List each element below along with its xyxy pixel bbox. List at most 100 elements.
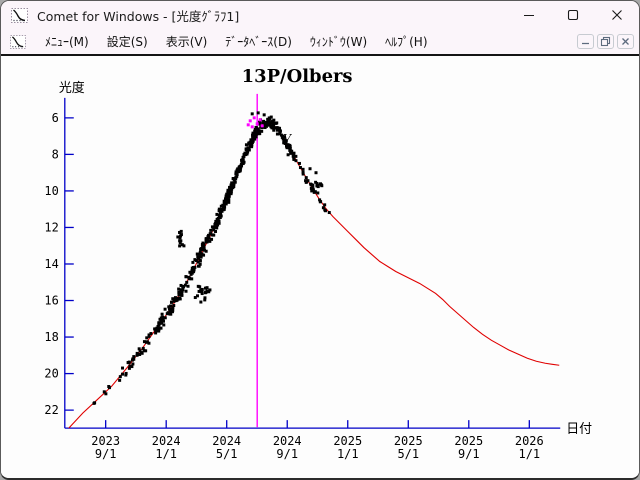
- data-point: [241, 158, 244, 161]
- data-point: [285, 145, 288, 148]
- data-point: [121, 373, 124, 376]
- child-minimize-button[interactable]: [577, 34, 594, 49]
- data-point: [238, 166, 241, 169]
- data-point: [288, 148, 291, 151]
- x-tick-date: 1/1: [155, 447, 177, 461]
- menu-database[interactable]: ﾃﾞｰﾀﾍﾞｰｽ(D): [216, 30, 301, 53]
- data-point: [180, 293, 183, 296]
- data-point: [228, 186, 231, 189]
- maximize-button[interactable]: [551, 1, 595, 29]
- data-point: [192, 266, 195, 269]
- data-point: [178, 244, 181, 247]
- data-point: [208, 240, 211, 243]
- data-point: [216, 224, 219, 227]
- data-point: [257, 111, 260, 114]
- menu-menu[interactable]: ﾒﾆｭｰ(M): [36, 30, 98, 53]
- light-curve-chart: 13P/Olbers 光度 日付 681012141618202220239/1…: [1, 56, 639, 478]
- data-point: [227, 201, 230, 204]
- data-point: [287, 153, 290, 156]
- child-restore-icon: [600, 36, 611, 47]
- y-tick-label: 16: [44, 294, 58, 308]
- y-tick-label: 14: [44, 257, 58, 271]
- data-point: [139, 349, 142, 352]
- data-point: [127, 361, 130, 364]
- data-point: [251, 134, 254, 137]
- data-point: [299, 166, 302, 169]
- data-point: [324, 209, 327, 212]
- x-tick-date: 1/1: [519, 447, 541, 461]
- data-point: [204, 291, 207, 294]
- data-point: [160, 327, 163, 330]
- document-lightcurve-icon[interactable]: [10, 35, 26, 49]
- child-close-button[interactable]: [617, 34, 634, 49]
- x-axis-label: 日付: [566, 422, 592, 437]
- data-point: [215, 226, 218, 229]
- minimize-button[interactable]: [507, 1, 551, 29]
- data-point: [316, 182, 319, 185]
- menu-window[interactable]: ｳｨﾝﾄﾞｳ(W): [301, 30, 376, 53]
- x-tick-date: 1/1: [337, 447, 359, 461]
- data-point: [199, 301, 202, 304]
- data-point: [168, 312, 171, 315]
- x-tick-year: 2025: [454, 434, 483, 448]
- v-annotation: V: [283, 132, 292, 145]
- data-point: [174, 296, 177, 299]
- data-point: [311, 184, 314, 187]
- data-point: [162, 320, 165, 323]
- data-point: [178, 239, 181, 242]
- data-point: [262, 121, 265, 124]
- data-point: [232, 185, 235, 188]
- data-point: [193, 258, 196, 261]
- x-tick-year: 2024: [152, 434, 181, 448]
- data-point: [294, 159, 297, 162]
- menu-help[interactable]: ﾍﾙﾌﾟ(H): [376, 30, 436, 53]
- data-point: [168, 308, 171, 311]
- menu-view[interactable]: 表示(V): [157, 30, 217, 53]
- data-point: [159, 318, 162, 321]
- data-point: [316, 191, 319, 194]
- data-point: [180, 230, 183, 233]
- data-point: [190, 277, 193, 280]
- data-point: [187, 276, 190, 279]
- x-tick-year: 2023: [91, 434, 120, 448]
- child-restore-button[interactable]: [597, 34, 614, 49]
- data-point: [136, 352, 139, 355]
- y-tick-label: 18: [44, 330, 58, 344]
- x-tick-date: 5/1: [397, 447, 419, 461]
- data-point: [218, 220, 221, 223]
- data-point: [212, 228, 215, 231]
- data-point: [222, 206, 225, 209]
- data-point: [205, 238, 208, 241]
- data-point: [128, 365, 131, 368]
- data-point: [236, 173, 239, 176]
- data-point: [181, 285, 184, 288]
- data-point: [161, 313, 164, 316]
- data-point: [177, 298, 180, 301]
- data-point: [187, 285, 190, 288]
- data-point: [272, 126, 275, 129]
- data-point: [247, 123, 250, 126]
- data-point: [322, 206, 325, 209]
- data-point: [245, 152, 248, 155]
- data-point: [242, 162, 245, 165]
- data-point: [256, 122, 259, 125]
- y-tick-label: 20: [44, 367, 58, 381]
- data-point: [204, 287, 207, 290]
- close-button[interactable]: [595, 1, 639, 29]
- data-point: [191, 261, 194, 264]
- data-point: [197, 285, 200, 288]
- menu-settings[interactable]: 設定(S): [98, 30, 157, 53]
- data-point: [143, 340, 146, 343]
- data-point: [171, 310, 174, 313]
- data-point: [185, 290, 188, 293]
- menu-items: ﾒﾆｭｰ(M) 設定(S) 表示(V) ﾃﾞｰﾀﾍﾞｰｽ(D) ｳｨﾝﾄﾞｳ(W…: [36, 30, 437, 53]
- data-point: [258, 129, 261, 132]
- data-point: [318, 198, 321, 201]
- data-point: [292, 152, 295, 155]
- data-point: [199, 263, 202, 266]
- data-point: [270, 120, 273, 123]
- data-point: [155, 329, 158, 332]
- data-point: [298, 162, 301, 165]
- child-minimize-icon: [580, 36, 591, 47]
- axes: [65, 98, 560, 428]
